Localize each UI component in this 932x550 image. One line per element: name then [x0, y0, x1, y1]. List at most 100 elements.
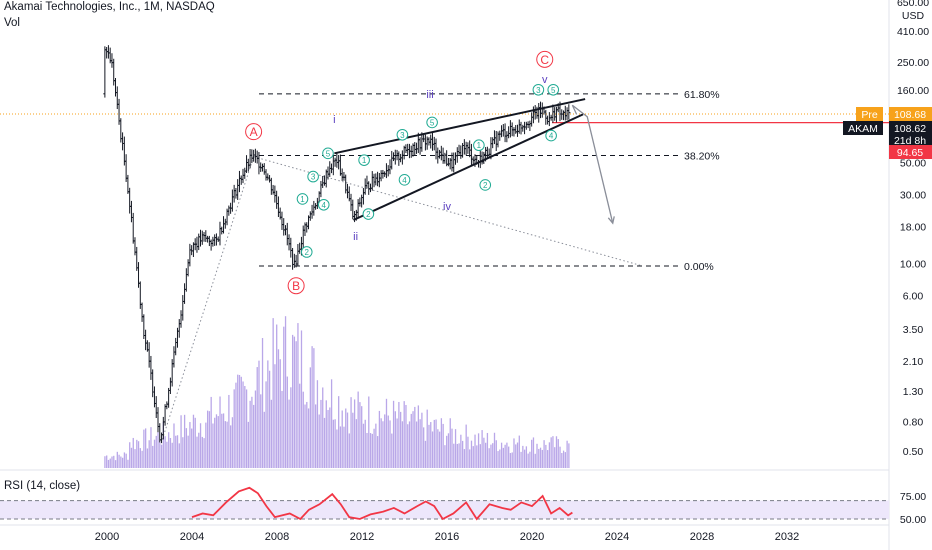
price-bar	[128, 187, 132, 214]
volume-bar	[224, 421, 226, 468]
price-bar	[492, 130, 497, 145]
price-bar	[386, 165, 390, 177]
price-bar	[209, 239, 213, 251]
volume-bar	[380, 418, 382, 468]
volume-bar	[376, 436, 379, 468]
volume-bar	[141, 450, 143, 468]
volume-bar	[228, 394, 230, 468]
volume-bar	[515, 444, 517, 468]
wedge-upper-line	[334, 98, 586, 155]
volume-bar	[226, 421, 228, 468]
price-bar	[404, 144, 408, 153]
volume-bar	[201, 436, 203, 468]
price-bar	[105, 46, 109, 59]
volume-bar	[382, 421, 384, 468]
volume-bar	[527, 453, 529, 468]
wave-label-minor: 2	[305, 248, 310, 257]
volume-bar	[403, 401, 405, 468]
price-bar	[260, 163, 265, 172]
volume-bar	[231, 417, 234, 468]
volume-bar	[453, 443, 455, 468]
volume-bar	[104, 456, 106, 468]
fibonacci-levels: 61.80% 38.20% 0.00%	[259, 89, 720, 273]
volume-bar	[477, 433, 480, 468]
y-tick-label: 0.50	[903, 446, 924, 458]
volume-bar	[555, 436, 558, 468]
rsi-tick-label: 75.00	[900, 491, 926, 503]
price-bar	[381, 169, 385, 179]
volume-bar	[415, 421, 418, 468]
volume-bar	[357, 391, 359, 468]
price-bar	[439, 145, 443, 161]
volume-bar	[199, 423, 202, 468]
volume-bar	[492, 443, 494, 468]
volume-bar	[391, 433, 393, 468]
wave-circle-green	[300, 246, 313, 258]
price-bar	[181, 295, 185, 321]
price-bar	[328, 161, 332, 177]
volume-bar	[330, 379, 333, 468]
price-bar	[528, 120, 532, 132]
price-bar	[126, 174, 130, 194]
volume-bar	[267, 360, 269, 468]
price-bar	[540, 102, 544, 118]
volume-bar	[146, 448, 149, 468]
price-bar	[329, 163, 334, 174]
wave-circle-green	[362, 208, 375, 220]
volume-bar	[359, 402, 361, 468]
volume-bar	[499, 449, 501, 468]
volume-bar	[290, 387, 292, 468]
volume-bar	[139, 448, 141, 468]
volume-bar	[125, 453, 127, 468]
volume-bar	[362, 423, 365, 468]
price-bar	[227, 205, 231, 216]
volume-bar	[346, 412, 349, 468]
price-bar	[312, 200, 316, 216]
price-bar	[165, 401, 169, 410]
price-bar	[174, 337, 178, 356]
volume-bar	[205, 422, 207, 468]
volume-bar	[260, 394, 262, 468]
volume-bar	[127, 459, 129, 468]
volume-bar	[426, 409, 428, 468]
wave-circle-red	[536, 50, 554, 68]
x-tick-label: 2032	[775, 531, 799, 543]
last-price-tag	[889, 121, 932, 148]
x-tick-label: 2000	[95, 531, 119, 543]
price-bar	[211, 236, 215, 247]
rising-wedge	[334, 98, 586, 221]
volume-bar	[221, 413, 223, 468]
volume-bar	[389, 420, 391, 468]
volume-bar	[345, 408, 347, 468]
price-bar	[113, 78, 118, 97]
volume-bar	[166, 441, 168, 468]
volume-bar	[173, 423, 175, 468]
price-bar	[198, 229, 203, 247]
x-axis: 2000 2004 2008 2012 2016 2020 2024 2028 2032	[95, 531, 799, 543]
volume-bar	[550, 437, 552, 468]
price-bar	[301, 225, 305, 249]
volume-bar	[543, 440, 545, 468]
countdown-label: 21d 8h	[894, 135, 926, 147]
volume-bar	[338, 396, 340, 468]
volume-bar	[552, 436, 554, 468]
ticker-tag-label: AKAM	[848, 123, 878, 135]
x-tick-label: 2016	[435, 531, 459, 543]
price-bar	[149, 355, 153, 380]
price-bar	[567, 104, 571, 120]
price-bar	[136, 262, 141, 288]
volume-bar	[318, 414, 320, 468]
price-bar	[298, 242, 302, 254]
price-bar	[418, 137, 422, 155]
volume-bar	[306, 401, 308, 468]
volume-bar	[474, 434, 476, 468]
volume-bar	[444, 445, 446, 468]
volume-bar	[438, 431, 441, 468]
price-bar	[494, 131, 498, 151]
price-bar	[374, 173, 378, 186]
price-bar	[188, 243, 192, 267]
price-bar	[517, 119, 521, 134]
y-tick-label: 10.00	[900, 258, 926, 270]
price-bar	[512, 127, 516, 137]
